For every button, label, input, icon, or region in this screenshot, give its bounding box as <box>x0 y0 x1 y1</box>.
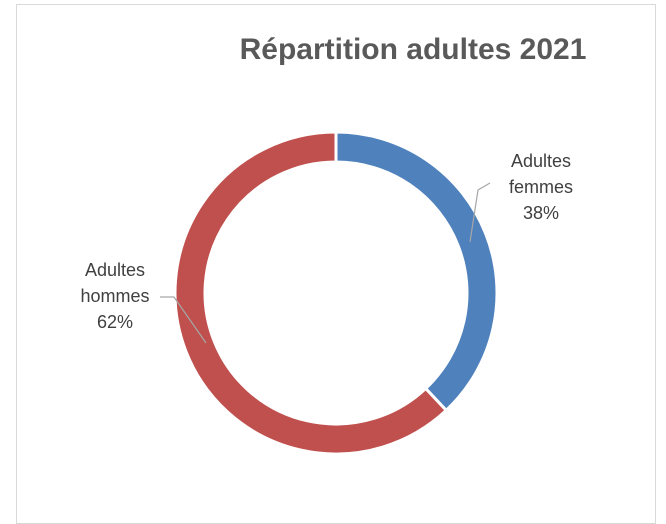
donut-slice-hommes <box>173 130 449 456</box>
slice-label-adultes-hommes: Adultes hommes 62% <box>60 257 170 335</box>
slice-label-line2: hommes <box>80 286 150 306</box>
slice-label-line1: Adultes <box>84 260 146 280</box>
doughnut-chart <box>160 130 499 456</box>
slice-percent: 62% <box>96 312 134 332</box>
leader-line-0 <box>469 182 491 243</box>
slice-label-adultes-femmes: Adultes femmes 38% <box>486 148 596 226</box>
slice-label-line1: Adultes <box>510 151 572 171</box>
slice-label-line2: femmes <box>508 177 573 197</box>
chart-title: Répartition adultes 2021 <box>239 33 587 66</box>
leader-line-1 <box>160 296 207 344</box>
donut-slice-femmes <box>334 130 499 413</box>
slice-percent: 38% <box>522 203 560 223</box>
